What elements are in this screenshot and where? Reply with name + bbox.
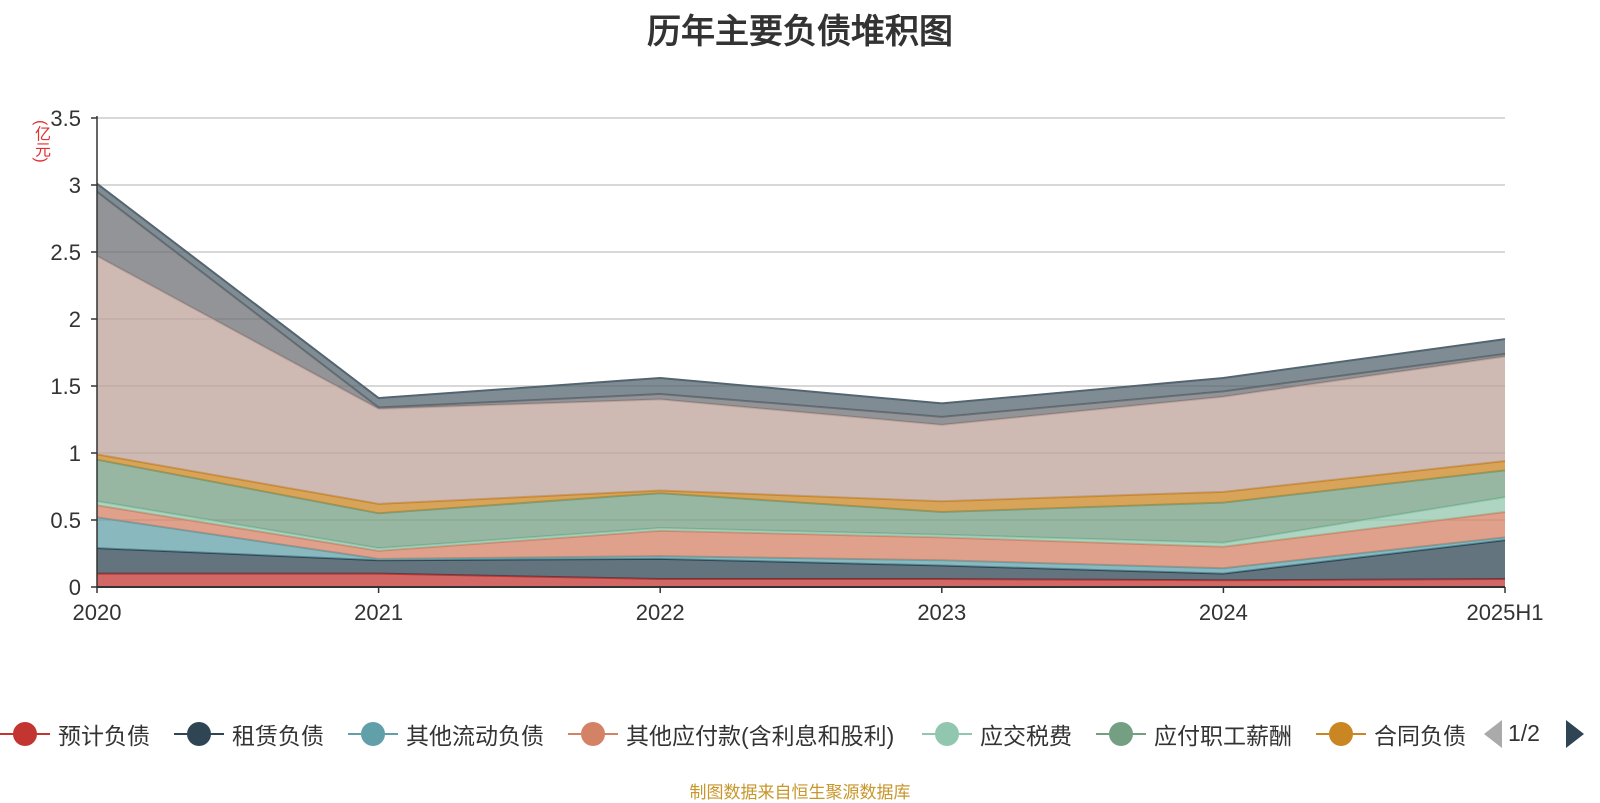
legend-label: 合同负债: [1374, 723, 1466, 749]
y-tick-label: 3.5: [50, 106, 81, 131]
series-line-10: [96, 182, 1506, 405]
legend-item[interactable]: 合同负债: [1316, 714, 1466, 754]
area-series-7: [97, 454, 1505, 514]
legend-marker-icon: [1096, 720, 1146, 748]
legend-marker-icon: [1316, 720, 1366, 748]
legend-marker-icon: [0, 720, 50, 748]
legend-label: 其他流动负债: [406, 723, 544, 749]
y-tick-label: 2: [69, 307, 81, 332]
y-tick-label: 1: [69, 441, 81, 466]
legend-label: 租赁负债: [232, 723, 324, 749]
legend: 预计负债 租赁负债 其他流动负债 其他应付款(含利息和股利) 应交税费 应付职工薪酬 合同负…: [0, 714, 1600, 754]
legend-label: 预计负债: [58, 723, 150, 749]
data-source-note: 制图数据来自恒生聚源数据库: [689, 783, 911, 802]
legend-item[interactable]: 租赁负债: [174, 714, 324, 754]
x-tick-label: 2020: [73, 600, 122, 625]
legend-item[interactable]: 应交税费: [922, 714, 1072, 754]
legend-item[interactable]: 其他流动负债: [348, 714, 544, 754]
y-tick-label: 1.5: [50, 374, 81, 399]
area-series-4: [97, 505, 1505, 569]
axes: 0 0.5 1 1.5 2 2.5 3 3.5 2020 2021 2022 2023 2024 2025…: [50, 106, 1543, 625]
legend-marker-icon: [174, 720, 224, 748]
legend-next-page-icon[interactable]: [1566, 720, 1584, 748]
legend-marker-icon: [568, 720, 618, 748]
legend-pager: 1/2: [1484, 714, 1600, 754]
legend-marker-icon: [348, 720, 398, 748]
y-tick-label: 3: [69, 173, 81, 198]
legend-label: 其他应付款(含利息和股利): [626, 723, 895, 749]
legend-item[interactable]: 其他应付款(含利息和股利): [568, 714, 894, 754]
x-tick-label: 2023: [917, 600, 966, 625]
series-line-4: [96, 504, 1506, 552]
legend-item[interactable]: 应付职工薪酬: [1096, 714, 1292, 754]
x-tick-label: 2024: [1199, 600, 1248, 625]
chart-title: 历年主要负债堆积图: [647, 13, 953, 51]
area-series-layer: [96, 182, 1506, 587]
x-tick-label: 2025H1: [1466, 600, 1543, 625]
y-tick-label: 2.5: [50, 240, 81, 265]
legend-label: 应交税费: [980, 723, 1072, 749]
legend-prev-page-icon[interactable]: [1484, 720, 1502, 748]
area-series-6: [97, 459, 1505, 549]
legend-items: 预计负债 租赁负债 其他流动负债 其他应付款(含利息和股利) 应交税费 应付职工薪酬 合同负…: [0, 714, 1478, 754]
series-line-7: [96, 453, 1506, 505]
area-series-2: [97, 540, 1505, 581]
area-series-1: [97, 573, 1505, 587]
legend-marker-icon: [922, 720, 972, 748]
area-series-3: [97, 517, 1505, 574]
y-axis-unit-label: (亿元): [32, 120, 49, 163]
y-tick-label: 0.5: [50, 508, 81, 533]
legend-label: 应付职工薪酬: [1154, 723, 1292, 749]
legend-item[interactable]: 预计负债: [0, 714, 150, 754]
y-tick-label: 0: [69, 575, 81, 600]
legend-page-indicator: 1/2: [1508, 720, 1540, 746]
x-tick-label: 2022: [636, 600, 685, 625]
x-tick-label: 2021: [354, 600, 403, 625]
area-series-8: [97, 256, 1505, 504]
